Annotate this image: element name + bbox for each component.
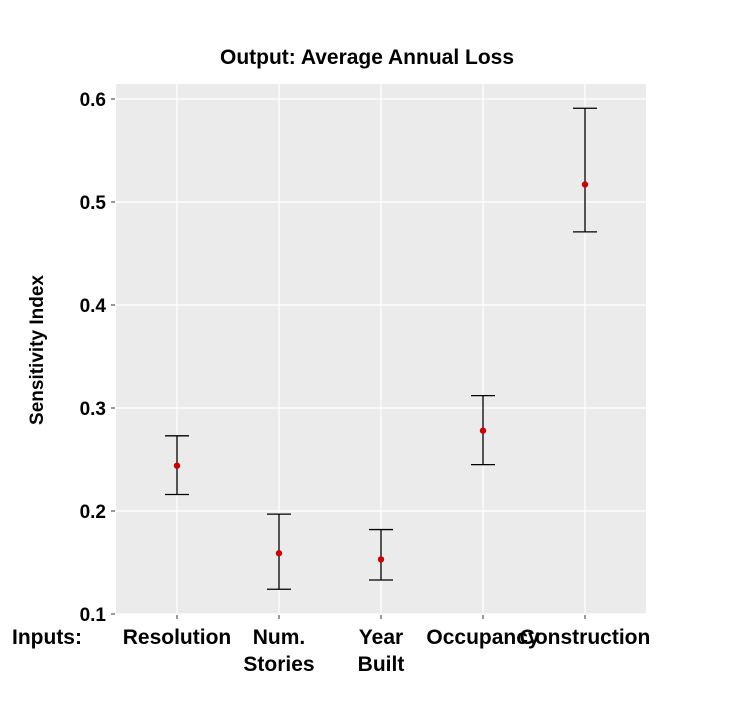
x-tick-label: Resolution: [123, 626, 232, 649]
data-points: [173, 181, 589, 563]
x-tick-label-line: Num.: [253, 626, 306, 649]
y-tick-label: 0.4: [80, 296, 107, 317]
x-tick-label-line: Occupancy: [426, 626, 540, 649]
data-point: [173, 462, 181, 469]
data-point: [275, 550, 283, 557]
x-tick-label-line: Year: [359, 626, 403, 649]
x-tick-label: Occupancy: [426, 626, 540, 649]
y-tick-label: 0.6: [80, 90, 106, 111]
x-tick-label-line: Built: [358, 653, 405, 676]
x-axis-ticks: Resolution Num. Stories Year Built OccupancyC…: [123, 615, 651, 676]
x-tick-label-line: Stories: [243, 653, 314, 676]
chart-title: Output: Average Annual Loss: [220, 46, 514, 69]
x-tick-label-line: Construction: [520, 626, 651, 649]
y-tick-label: 0.1: [80, 605, 107, 626]
data-point: [581, 181, 589, 188]
grid-lines: [116, 84, 646, 615]
y-tick-label: 0.5: [80, 193, 107, 214]
y-axis-ticks: 0.1 0.2 0.3 0.4 0.5 0.6: [80, 90, 115, 626]
x-tick-label-line: Resolution: [123, 626, 232, 649]
x-axis-prefix-label: Inputs:: [12, 626, 82, 649]
y-tick-label: 0.3: [80, 399, 106, 420]
data-point: [377, 556, 385, 563]
y-axis-label: Sensitivity Index: [27, 275, 48, 425]
y-tick-label: 0.2: [80, 502, 106, 523]
x-tick-label: Construction: [520, 626, 651, 649]
data-point: [479, 427, 487, 434]
x-tick-label: Year Built: [358, 626, 405, 676]
x-tick-label: Num. Stories: [243, 626, 314, 676]
